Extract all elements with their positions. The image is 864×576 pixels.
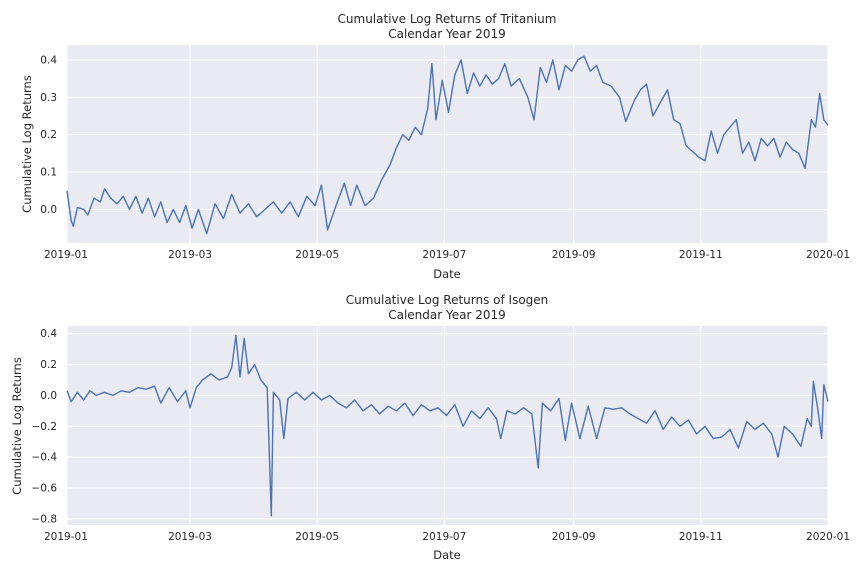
- x-tick-label: 2019-07: [422, 249, 466, 261]
- chart-title: Cumulative Log Returns of Tritanium: [338, 12, 557, 26]
- x-tick-label: 2019-05: [295, 531, 339, 543]
- series-path: [66, 334, 829, 517]
- x-tick-label: 2019-11: [679, 531, 723, 543]
- y-tick-label: −0.8: [32, 513, 58, 525]
- y-tick-labels: 0.4 0.2 0.0 −0.2 −0.4 −0.6 −0.8: [32, 328, 58, 525]
- y-tick-labels: 0.0 0.1 0.2 0.3 0.4: [40, 54, 57, 215]
- y-tick-label: 0.1: [40, 167, 57, 179]
- y-tick-label: −0.6: [32, 482, 58, 494]
- x-tick-label: 2019-11: [679, 249, 723, 261]
- y-axis-label: Cumulative Log Returns: [10, 357, 24, 495]
- y-tick-label: 0.2: [40, 129, 57, 141]
- chart-title: Cumulative Log Returns of Isogen: [346, 293, 549, 307]
- x-tick-label: 2019-01: [44, 249, 88, 261]
- x-tick-label: 2019-05: [295, 249, 339, 261]
- y-tick-label: 0.3: [40, 92, 57, 104]
- x-tick-labels: 2019-01 2019-03 2019-05 2019-07 2019-09 2019-…: [44, 249, 850, 261]
- x-tick-labels: 2019-01 2019-03 2019-05 2019-07 2019-09 2019-…: [44, 531, 850, 543]
- y-tick-label: 0.0: [40, 390, 57, 402]
- x-tick-label: 2019-09: [552, 249, 596, 261]
- x-tick-label: 2019-03: [168, 249, 212, 261]
- y-tick-label: 0.0: [40, 204, 57, 216]
- y-tick-label: −0.4: [32, 452, 58, 464]
- x-tick-label: 2019-01: [44, 531, 88, 543]
- gridlines: [66, 45, 829, 243]
- chart-subtitle: Calendar Year 2019: [388, 27, 506, 41]
- gridlines: [66, 326, 829, 525]
- y-axis-label: Cumulative Log Returns: [20, 75, 34, 213]
- x-tick-label: 2019-09: [552, 531, 596, 543]
- series-line: [66, 334, 829, 517]
- plot-area: [67, 45, 828, 243]
- y-tick-label: 0.4: [40, 54, 57, 66]
- x-tick-label: 2019-03: [168, 531, 212, 543]
- x-axis-label: Date: [433, 267, 461, 281]
- x-tick-label: 2020-01: [806, 249, 850, 261]
- series-line: [66, 55, 829, 235]
- plot-area: [67, 326, 828, 525]
- chart-tritanium: Cumulative Log Returns of Tritanium Cale…: [20, 12, 850, 281]
- series-path: [66, 55, 829, 235]
- y-tick-label: 0.4: [40, 328, 57, 340]
- chart-subtitle: Calendar Year 2019: [388, 308, 506, 322]
- x-axis-label: Date: [433, 548, 461, 562]
- y-tick-label: 0.2: [40, 359, 57, 371]
- chart-isogen: Cumulative Log Returns of Isogen Calenda…: [10, 293, 850, 562]
- x-tick-label: 2019-07: [422, 531, 466, 543]
- y-tick-label: −0.2: [32, 421, 58, 433]
- x-tick-label: 2020-01: [806, 531, 850, 543]
